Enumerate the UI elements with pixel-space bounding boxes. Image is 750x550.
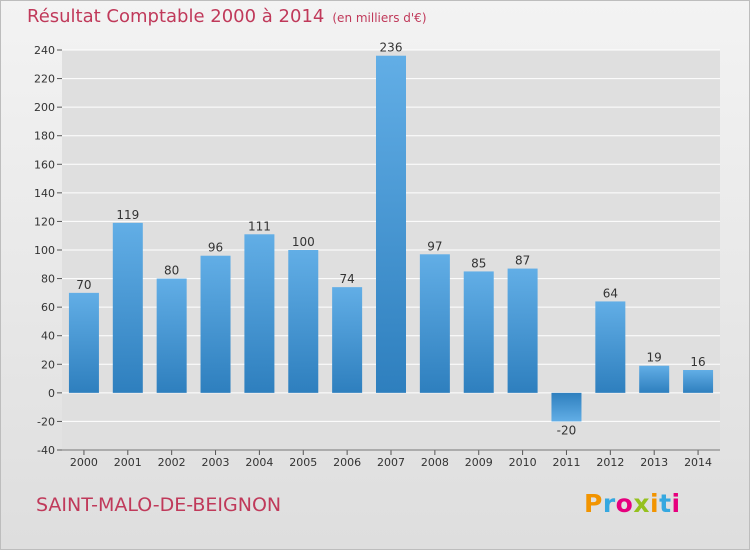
bar <box>595 301 626 393</box>
logo-letter: P <box>584 489 603 518</box>
data-label: 119 <box>116 208 139 222</box>
bar <box>376 55 406 393</box>
bar <box>507 268 538 393</box>
logo-letter: i <box>671 489 681 518</box>
data-label: 64 <box>603 286 618 300</box>
data-label: 87 <box>515 254 530 268</box>
logo-letter: x <box>633 489 650 518</box>
bar <box>683 370 714 393</box>
data-label: 97 <box>427 239 442 253</box>
x-tick-label: 2006 <box>333 456 361 469</box>
x-tick-label: 2008 <box>421 456 449 469</box>
data-label: 111 <box>248 219 271 233</box>
y-tick-label: 240 <box>34 44 55 57</box>
x-tick-label: 2010 <box>509 456 537 469</box>
y-tick-label: -40 <box>37 444 55 457</box>
y-tick-label: 0 <box>48 387 55 400</box>
y-tick-label: 60 <box>41 301 55 314</box>
logo-letter: t <box>659 489 672 518</box>
data-label: -20 <box>557 423 577 437</box>
bar <box>244 234 275 393</box>
data-label: 236 <box>380 41 403 55</box>
bar <box>463 271 494 393</box>
x-tick-label: 2014 <box>684 456 712 469</box>
x-tick-label: 2011 <box>552 456 580 469</box>
x-tick-label: 2003 <box>202 456 230 469</box>
chart-title: Résultat Comptable 2000 à 2014 (en millie… <box>27 6 427 27</box>
x-tick-label: 2002 <box>158 456 186 469</box>
logo-letter: r <box>602 489 616 518</box>
data-label: 70 <box>76 278 91 292</box>
chart-title-text: Résultat Comptable 2000 à 2014 <box>27 6 325 27</box>
bar <box>68 292 99 393</box>
y-tick-label: 180 <box>34 130 55 143</box>
bar <box>112 222 143 393</box>
data-label: 85 <box>471 256 486 270</box>
bar <box>419 254 450 393</box>
y-tick-label: 100 <box>34 244 55 257</box>
data-label: 16 <box>690 355 705 369</box>
data-label: 100 <box>292 235 315 249</box>
y-tick-label: -20 <box>37 415 55 428</box>
bar <box>288 250 319 393</box>
bar <box>332 287 363 393</box>
data-label: 96 <box>208 241 223 255</box>
y-tick-label: 40 <box>41 330 55 343</box>
x-tick-label: 2005 <box>289 456 317 469</box>
y-tick-label: 140 <box>34 187 55 200</box>
x-tick-label: 2000 <box>70 456 98 469</box>
chart-subtitle: (en milliers d'€) <box>332 11 427 25</box>
bar <box>200 255 231 393</box>
y-tick-label: 80 <box>41 273 55 286</box>
bar <box>156 278 187 393</box>
x-tick-label: 2001 <box>114 456 142 469</box>
data-label: 80 <box>164 264 179 278</box>
y-tick-label: 200 <box>34 101 55 114</box>
y-tick-label: 120 <box>34 215 55 228</box>
x-tick-label: 2013 <box>640 456 668 469</box>
data-label: 19 <box>647 351 662 365</box>
y-tick-label: 160 <box>34 158 55 171</box>
x-tick-label: 2009 <box>465 456 493 469</box>
x-tick-label: 2004 <box>245 456 273 469</box>
y-tick-label: 220 <box>34 73 55 86</box>
logo-letter: i <box>650 489 660 518</box>
logo-letter: o <box>615 489 634 518</box>
x-tick-label: 2012 <box>596 456 624 469</box>
bar <box>551 392 582 422</box>
proxiti-logo: Proxiti <box>584 489 681 518</box>
commune-name: SAINT-MALO-DE-BEIGNON <box>36 494 282 516</box>
bar <box>639 365 670 393</box>
y-tick-label: 20 <box>41 358 55 371</box>
data-label: 74 <box>339 272 354 286</box>
x-tick-label: 2007 <box>377 456 405 469</box>
